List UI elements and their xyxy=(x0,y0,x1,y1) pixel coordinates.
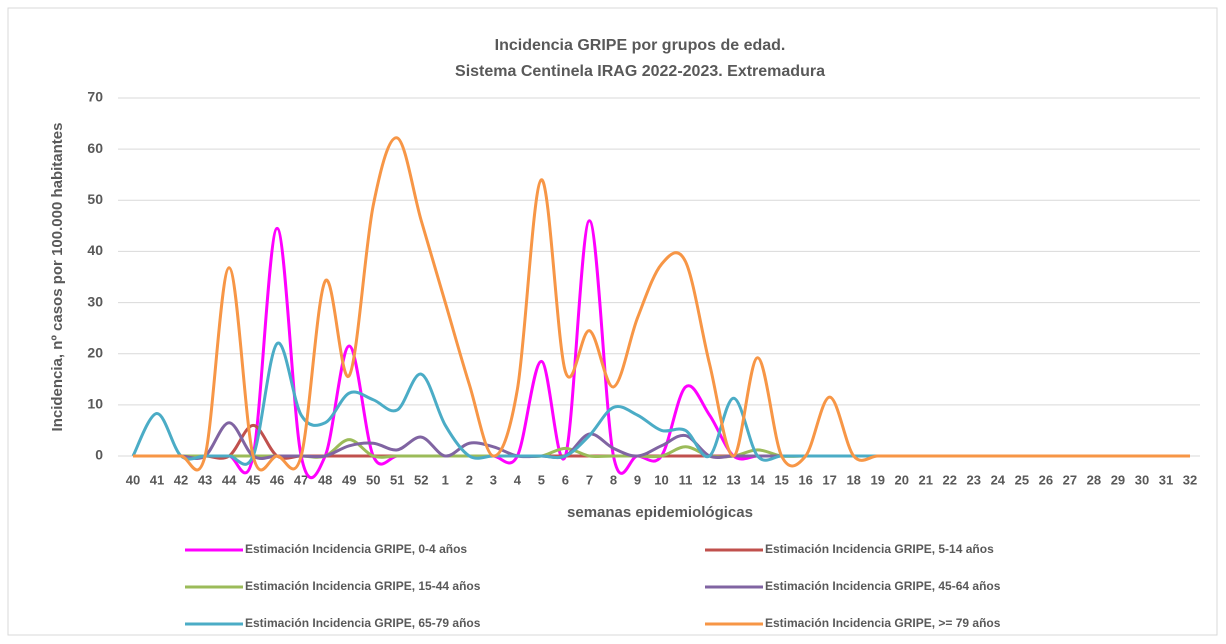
x-tick-label: 30 xyxy=(1135,472,1149,487)
x-tick-label: 17 xyxy=(822,472,836,487)
x-tick-label: 1 xyxy=(442,472,449,487)
x-tick-label: 7 xyxy=(586,472,593,487)
x-tick-label: 40 xyxy=(126,472,140,487)
x-tick-label: 23 xyxy=(967,472,981,487)
x-tick-label: 42 xyxy=(174,472,188,487)
x-tick-label: 28 xyxy=(1087,472,1101,487)
x-tick-label: 46 xyxy=(270,472,284,487)
legend-label: Estimación Incidencia GRIPE, 5-14 años xyxy=(765,542,994,556)
x-tick-label: 10 xyxy=(654,472,668,487)
x-tick-label: 41 xyxy=(150,472,164,487)
chart-subtitle: Sistema Centinela IRAG 2022-2023. Extrem… xyxy=(455,63,825,80)
x-tick-label: 50 xyxy=(366,472,380,487)
y-tick-label: 70 xyxy=(87,89,103,105)
chart-border xyxy=(7,7,1218,636)
x-tick-label: 21 xyxy=(919,472,933,487)
legend-label: Estimación Incidencia GRIPE, 45-64 años xyxy=(765,579,1001,593)
x-tick-label: 32 xyxy=(1183,472,1197,487)
y-tick-label: 50 xyxy=(87,191,103,207)
x-tick-label: 18 xyxy=(846,472,860,487)
y-tick-label: 30 xyxy=(87,293,103,309)
legend-label: Estimación Incidencia GRIPE, 65-79 años xyxy=(245,616,481,630)
x-tick-label: 15 xyxy=(774,472,788,487)
x-tick-label: 25 xyxy=(1015,472,1029,487)
y-tick-label: 40 xyxy=(87,242,103,258)
x-tick-label: 13 xyxy=(726,472,740,487)
x-tick-label: 26 xyxy=(1039,472,1053,487)
x-tick-label: 22 xyxy=(943,472,957,487)
x-tick-label: 4 xyxy=(514,472,522,487)
legend-label: Estimación Incidencia GRIPE, 15-44 años xyxy=(245,579,481,593)
x-tick-label: 19 xyxy=(870,472,884,487)
legend-label: Estimación Incidencia GRIPE, >= 79 años xyxy=(765,616,1001,630)
series-line xyxy=(133,136,1190,472)
x-tick-label: 9 xyxy=(634,472,641,487)
x-tick-label: 6 xyxy=(562,472,569,487)
y-tick-label: 20 xyxy=(87,344,103,360)
x-tick-label: 29 xyxy=(1111,472,1125,487)
legend-label: Estimación Incidencia GRIPE, 0-4 años xyxy=(245,542,467,556)
x-tick-label: 47 xyxy=(294,472,308,487)
x-tick-label: 20 xyxy=(894,472,908,487)
x-tick-label: 16 xyxy=(798,472,812,487)
x-tick-label: 2 xyxy=(466,472,473,487)
chart-title: Incidencia GRIPE por grupos de edad. xyxy=(495,37,786,54)
x-tick-label: 31 xyxy=(1159,472,1173,487)
x-tick-label: 49 xyxy=(342,472,356,487)
x-tick-label: 24 xyxy=(991,472,1006,487)
x-tick-label: 43 xyxy=(198,472,212,487)
x-tick-label: 12 xyxy=(702,472,716,487)
y-axis-label: Incidencia, nº casos por 100.000 habitan… xyxy=(49,123,66,432)
x-tick-label: 27 xyxy=(1063,472,1077,487)
x-axis-label: semanas epidemiológicas xyxy=(567,504,753,521)
x-tick-label: 44 xyxy=(222,472,237,487)
y-tick-label: 10 xyxy=(87,396,103,412)
x-tick-label: 48 xyxy=(318,472,332,487)
x-tick-label: 14 xyxy=(750,472,765,487)
x-tick-label: 3 xyxy=(490,472,497,487)
x-tick-label: 11 xyxy=(679,472,693,487)
x-tick-label: 8 xyxy=(610,472,617,487)
y-tick-label: 60 xyxy=(87,140,103,156)
x-tick-label: 5 xyxy=(538,472,545,487)
x-tick-label: 52 xyxy=(414,472,428,487)
x-tick-label: 45 xyxy=(246,472,260,487)
x-tick-label: 51 xyxy=(390,472,404,487)
y-tick-label: 0 xyxy=(95,447,103,463)
